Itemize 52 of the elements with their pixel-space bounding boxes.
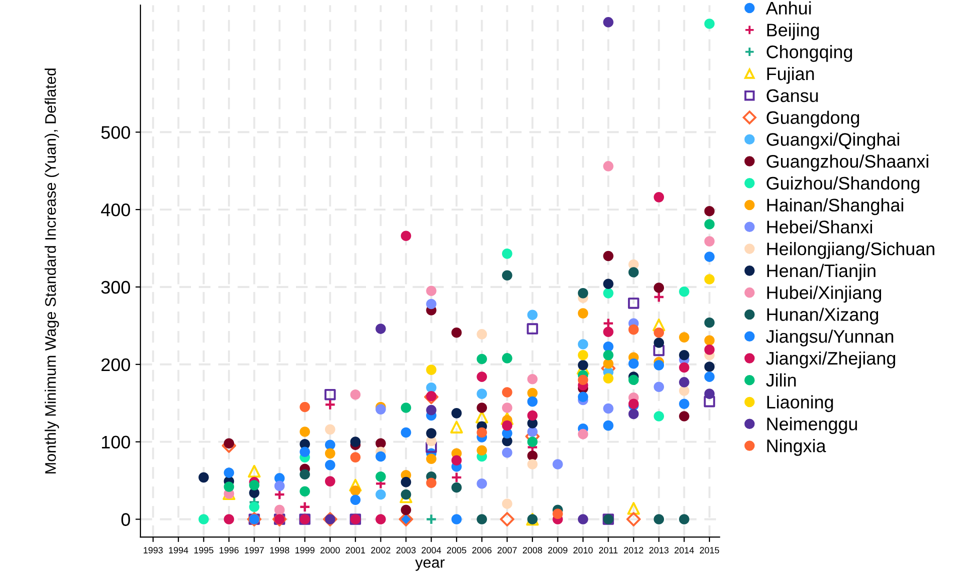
x-tick-label: 1994 <box>169 547 188 554</box>
legend-label: Fujian <box>767 66 814 84</box>
y-axis-title: Monthly Minimum Wage Standard Increase (Yuan), Deflated <box>44 68 59 474</box>
legend-label: Guangdong <box>766 110 860 128</box>
legend-label: Guizhou/Shandong <box>766 176 920 194</box>
legend-label: Jilin <box>766 373 796 387</box>
x-tick-label: 2001 <box>346 547 366 554</box>
y-tick-label: 200 <box>102 358 130 372</box>
legend-label: Neimenggu <box>767 417 857 434</box>
legend-label: Liaoning <box>767 395 833 412</box>
x-tick-label: 2012 <box>624 547 644 554</box>
x-tick-label: 2002 <box>371 547 390 554</box>
x-tick-label: 2009 <box>548 547 568 554</box>
y-tick-label: 300 <box>101 280 130 294</box>
legend-label: Jiangsu/Yunnan <box>766 330 894 346</box>
x-tick-label: 1999 <box>295 547 314 554</box>
legend-label: Hebei/Shanxi <box>767 220 872 234</box>
x-tick-label: 2003 <box>396 547 416 554</box>
legend-label: Guangzhou/Shaanxi <box>766 154 928 172</box>
x-tick-label: 1995 <box>194 547 214 554</box>
y-tick-label: 0 <box>121 513 130 526</box>
x-axis-title: year <box>415 559 445 571</box>
legend-label: Anhui <box>766 1 811 15</box>
x-tick-label: 2004 <box>422 547 442 554</box>
x-tick-label: 2011 <box>599 547 618 554</box>
legend-label: Henan/Tianjin <box>767 264 876 281</box>
legend-label: Hunan/Xizang <box>767 308 878 325</box>
legend-label: Chongqing <box>766 45 852 62</box>
y-tick-label: 500 <box>101 126 130 139</box>
x-tick-label: 1998 <box>270 547 290 554</box>
x-tick-label: 1996 <box>220 547 239 554</box>
x-tick-label: 1993 <box>144 547 163 554</box>
legend-label: Heilongjiang/Sichuan <box>767 242 934 259</box>
legend-label: Hainan/Shanghai <box>767 198 904 216</box>
x-tick-label: 2014 <box>674 547 694 554</box>
legend-label: Guangxi/Qinghai <box>766 132 900 150</box>
y-tick-label: 100 <box>102 436 130 449</box>
x-tick-label: 2006 <box>472 547 492 554</box>
x-tick-label: 2007 <box>498 547 517 554</box>
y-tick-label: 400 <box>101 204 130 216</box>
legend-label: Jiangxi/Zhejiang <box>766 351 896 368</box>
x-tick-label: 2013 <box>649 547 669 554</box>
x-tick-label: 2008 <box>522 547 542 554</box>
legend-label: Ningxia <box>767 439 826 456</box>
legend-label: Beijing <box>767 23 819 40</box>
legend-label: Gansu <box>766 89 818 102</box>
x-tick-label: 2005 <box>446 547 466 554</box>
x-tick-label: 2000 <box>320 547 340 554</box>
legend-label: Hubei/Xinjiang <box>767 286 882 303</box>
x-tick-label: 2010 <box>573 547 593 554</box>
x-tick-label: 2015 <box>700 547 720 554</box>
x-tick-label: 1997 <box>244 547 264 554</box>
